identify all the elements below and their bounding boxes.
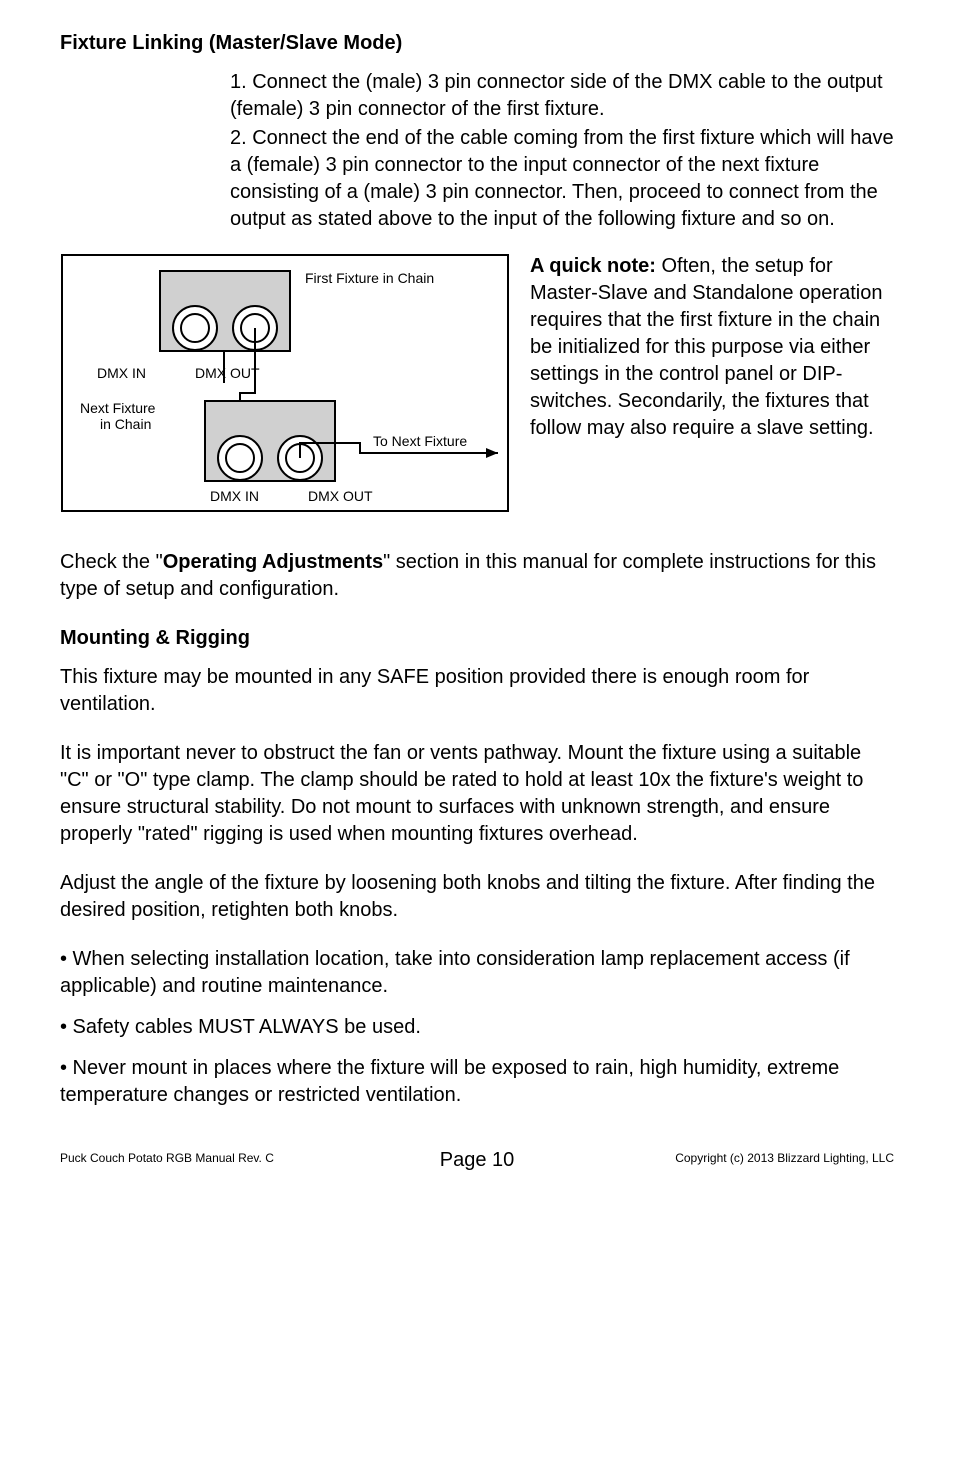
section-title: Fixture Linking (Master/Slave Mode)	[60, 30, 894, 57]
label-dmx-out-top: DMX OUT	[195, 365, 260, 381]
check-paragraph: Check the "Operating Adjustments" sectio…	[60, 549, 894, 603]
bullet-3: • Never mount in places where the fixtur…	[60, 1055, 894, 1109]
label-dmx-in-top: DMX IN	[97, 365, 146, 381]
footer-left: Puck Couch Potato RGB Manual Rev. C	[60, 1150, 338, 1166]
check-pre: Check the "	[60, 551, 163, 573]
footer-right: Copyright (c) 2013 Blizzard Lighting, LL…	[616, 1150, 894, 1166]
footer-center: Page 10	[338, 1147, 616, 1174]
step-1: 1. Connect the (male) 3 pin connector si…	[230, 69, 894, 123]
mounting-p2: It is important never to obstruct the fa…	[60, 740, 894, 848]
step-2: 2. Connect the end of the cable coming f…	[230, 125, 894, 233]
wiring-diagram: First Fixture in Chain DMX IN DMX OUT Ne…	[60, 253, 510, 521]
page-footer: Puck Couch Potato RGB Manual Rev. C Page…	[60, 1139, 894, 1166]
label-next-fixture-2: in Chain	[100, 416, 151, 432]
mounting-p3: Adjust the angle of the fixture by loose…	[60, 870, 894, 924]
label-dmx-in-bottom: DMX IN	[210, 488, 259, 504]
quick-note-text: Often, the setup for Master-Slave and St…	[530, 255, 882, 439]
mounting-title: Mounting & Rigging	[60, 625, 894, 652]
label-dmx-out-bottom: DMX OUT	[308, 488, 373, 504]
bullet-1: • When selecting installation location, …	[60, 946, 894, 1000]
label-next-fixture-1: Next Fixture	[80, 400, 156, 416]
bullet-2: • Safety cables MUST ALWAYS be used.	[60, 1014, 894, 1041]
mounting-p1: This fixture may be mounted in any SAFE …	[60, 664, 894, 718]
quick-note: A quick note: Often, the setup for Maste…	[530, 253, 894, 442]
check-bold: Operating Adjustments	[163, 551, 383, 573]
numbered-steps: 1. Connect the (male) 3 pin connector si…	[230, 69, 894, 233]
label-first-fixture: First Fixture in Chain	[305, 270, 434, 286]
quick-note-bold: A quick note:	[530, 255, 656, 277]
label-to-next: To Next Fixture	[373, 433, 467, 449]
